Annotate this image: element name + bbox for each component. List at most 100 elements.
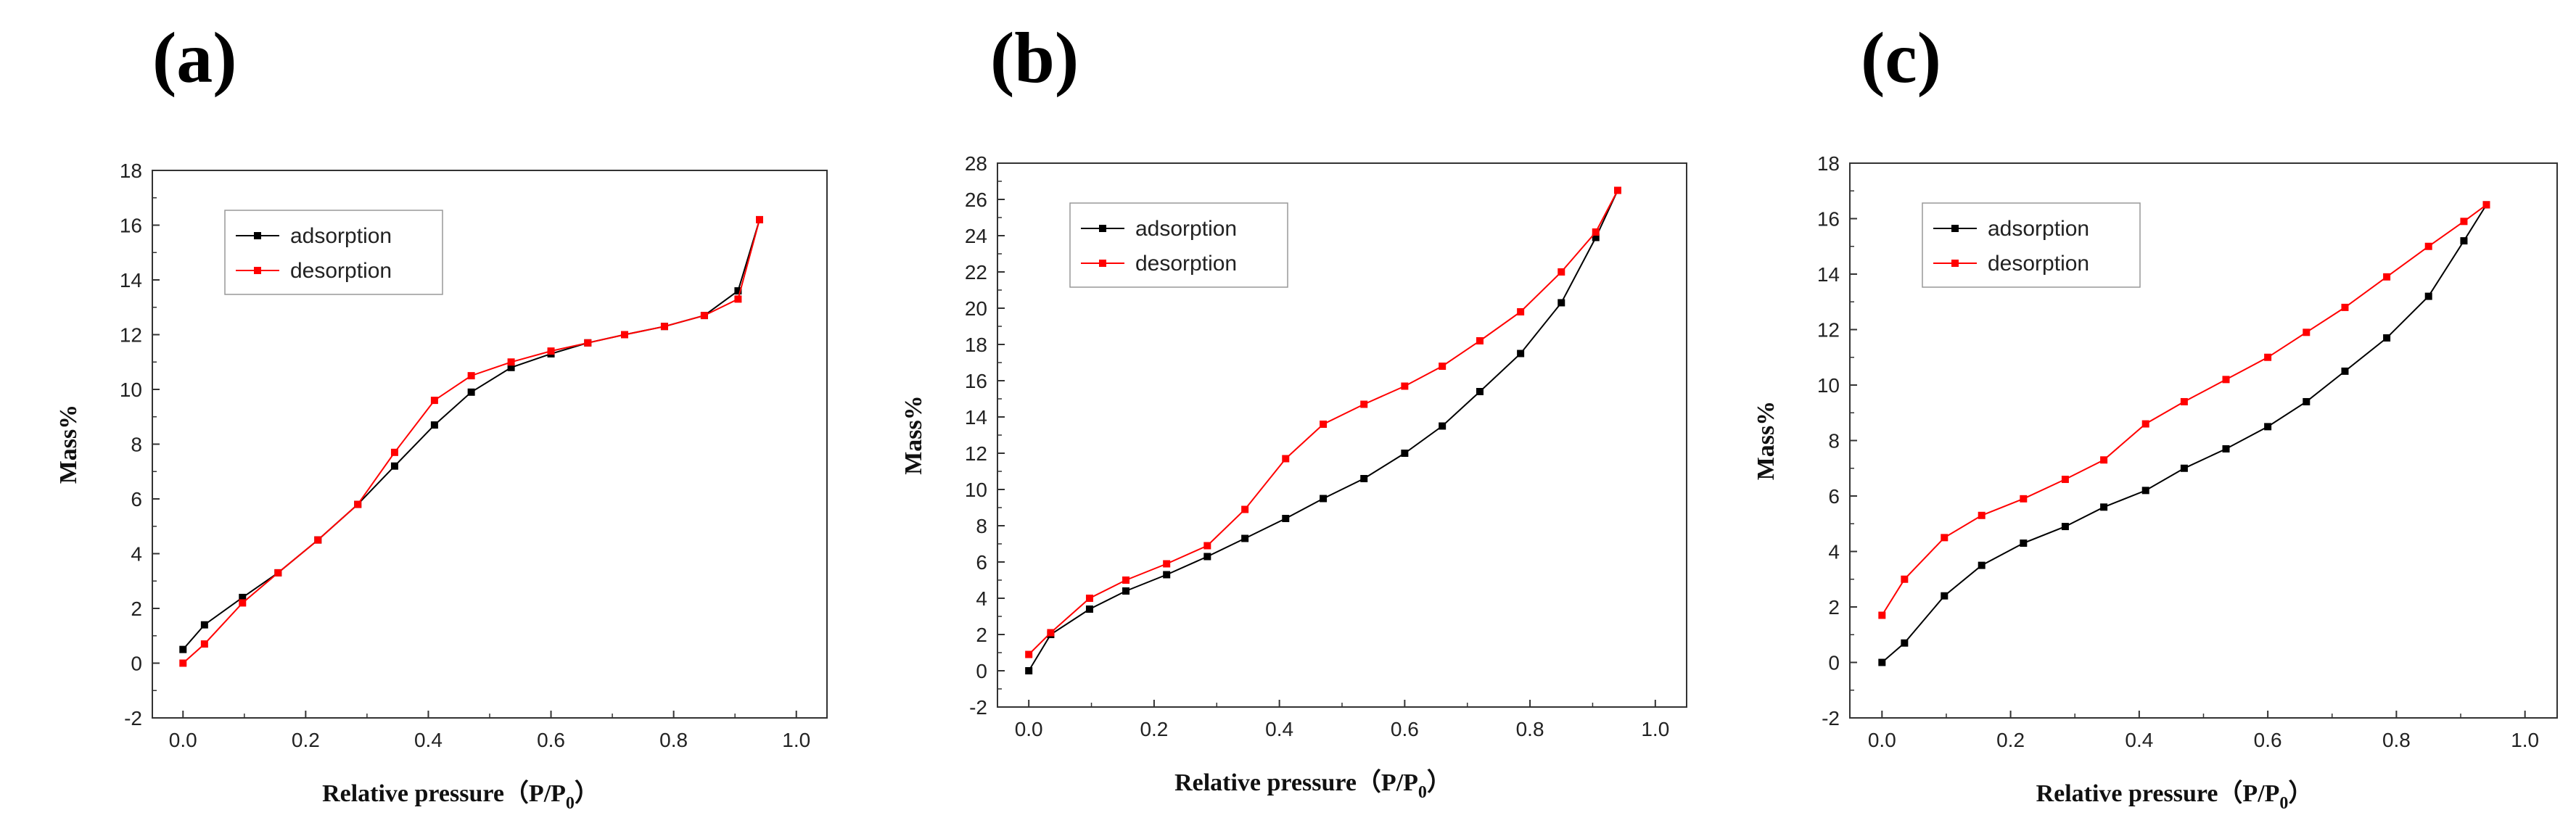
- data-point-desorption: [507, 358, 515, 366]
- data-point-adsorption: [2180, 464, 2188, 472]
- data-point-adsorption: [1163, 571, 1171, 579]
- y-tick-label: 14: [1817, 263, 1840, 286]
- data-point-adsorption: [1203, 553, 1211, 561]
- data-point-adsorption: [1901, 639, 1909, 647]
- data-point-adsorption: [1592, 233, 1600, 241]
- x-tick-label: 0.0: [1868, 729, 1896, 751]
- data-point-desorption: [2222, 376, 2230, 384]
- data-point-adsorption: [2061, 523, 2069, 531]
- data-point-adsorption: [1320, 495, 1328, 503]
- x-tick-label: 1.0: [1641, 718, 1669, 740]
- x-tick-label: 0.4: [1265, 718, 1293, 740]
- legend-marker-adsorption: [1099, 225, 1106, 232]
- x-axis-label: Relative pressure（P/P0）: [1174, 768, 1452, 802]
- y-tick-label: 2: [1828, 596, 1840, 619]
- legend-box: [1069, 202, 1288, 288]
- data-point-desorption: [2061, 476, 2069, 484]
- y-tick-label: 16: [965, 370, 987, 392]
- y-tick-label: 0: [131, 653, 142, 675]
- y-tick-label: 10: [120, 379, 142, 401]
- data-point-desorption: [1320, 421, 1328, 428]
- y-tick-label: 4: [976, 587, 987, 610]
- data-point-desorption: [239, 599, 247, 607]
- data-point-desorption: [734, 295, 742, 303]
- y-tick-label: 26: [965, 189, 987, 211]
- y-axis-label: Mass%: [55, 405, 82, 484]
- x-tick-label: 0.8: [659, 729, 688, 751]
- y-tick-label: 8: [1828, 430, 1840, 452]
- y-tick-label: 0: [1828, 652, 1840, 674]
- x-tick-label: 0.6: [2254, 729, 2282, 751]
- chart-panel-b: (b) -2 0 2 4 6 8 10 12 14 16 18 20 22 24 26 28 0.0 0.2 0.4…: [849, 0, 1705, 839]
- legend-marker-desorption: [1099, 260, 1106, 267]
- data-point-desorption: [1941, 534, 1949, 542]
- data-point-adsorption: [1085, 606, 1093, 613]
- y-tick-label: 8: [131, 434, 142, 456]
- x-axis-label: Relative pressure（P/P0）: [322, 779, 599, 813]
- data-point-adsorption: [1878, 658, 1886, 666]
- y-tick-label: 6: [131, 488, 142, 511]
- data-point-adsorption: [200, 621, 208, 629]
- y-axis-label: Mass%: [1753, 401, 1779, 481]
- legend-label-adsorption: adsorption: [290, 224, 392, 248]
- x-tick-label: 0.2: [1140, 718, 1168, 740]
- x-tick-label: 0.8: [2382, 729, 2411, 751]
- data-point-desorption: [756, 215, 763, 223]
- data-point-desorption: [274, 569, 282, 576]
- data-point-adsorption: [1025, 667, 1033, 674]
- data-point-desorption: [621, 331, 628, 339]
- data-point-desorption: [1241, 505, 1249, 513]
- y-tick-label: 28: [965, 152, 987, 175]
- data-point-adsorption: [2020, 540, 2028, 547]
- data-point-desorption: [700, 312, 708, 320]
- legend-label-desorption: desorption: [290, 259, 392, 283]
- data-point-adsorption: [390, 462, 398, 470]
- y-tick-label: 12: [1817, 319, 1840, 342]
- data-point-desorption: [179, 659, 187, 667]
- data-point-adsorption: [507, 363, 515, 371]
- data-point-adsorption: [1476, 388, 1484, 395]
- x-tick-label: 0.2: [292, 729, 320, 751]
- y-tick-label: -2: [124, 707, 142, 730]
- legend-marker-adsorption: [1951, 225, 1959, 232]
- y-tick-label: 2: [131, 598, 142, 620]
- y-axis-label: Mass%: [900, 395, 927, 475]
- data-point-adsorption: [1439, 422, 1447, 430]
- chart-c-plot: -2 0 2 4 6 8 10 12 14 16 18 0.0 0.2 0.4 0.6 0.8 1.0 Relat…: [1753, 152, 2558, 813]
- data-point-desorption: [584, 339, 592, 347]
- y-tick-label: -2: [969, 696, 987, 719]
- data-point-adsorption: [239, 593, 247, 601]
- data-point-desorption: [1360, 400, 1368, 408]
- y-tick-label: 2: [976, 624, 987, 646]
- data-point-desorption: [1085, 595, 1093, 602]
- data-point-adsorption: [1282, 515, 1290, 522]
- legend-marker-desorption: [254, 267, 261, 274]
- data-point-adsorption: [2383, 334, 2391, 342]
- x-tick-label: 0.8: [1516, 718, 1544, 740]
- data-point-desorption: [660, 323, 668, 331]
- data-point-adsorption: [2264, 423, 2272, 431]
- data-point-desorption: [547, 347, 555, 355]
- legend-box: [224, 210, 443, 295]
- y-tick-label: 0: [976, 660, 987, 682]
- legend-label-desorption: desorption: [1988, 252, 2089, 276]
- data-point-desorption: [1163, 560, 1171, 568]
- data-point-desorption: [390, 448, 398, 456]
- data-point-desorption: [2020, 495, 2028, 503]
- data-point-desorption: [467, 372, 475, 380]
- chart-a-plot: -2 0 2 4 6 8 10 12 14 16 18 0.0 0.2 0.4 0.6 0.8 1.0 Relat…: [55, 160, 828, 813]
- data-point-adsorption: [2222, 445, 2230, 452]
- y-tick-label: 16: [1817, 208, 1840, 231]
- data-point-desorption: [1517, 308, 1525, 315]
- data-point-desorption: [2180, 397, 2188, 405]
- y-tick-label: 12: [120, 324, 142, 347]
- y-tick-label: 18: [120, 160, 142, 182]
- y-tick-label: 22: [965, 261, 987, 284]
- data-point-adsorption: [1517, 350, 1525, 357]
- legend-marker-desorption: [1951, 260, 1959, 267]
- data-point-desorption: [2264, 353, 2272, 361]
- data-point-desorption: [2383, 273, 2391, 281]
- data-point-adsorption: [2460, 237, 2468, 245]
- data-point-desorption: [1878, 611, 1886, 619]
